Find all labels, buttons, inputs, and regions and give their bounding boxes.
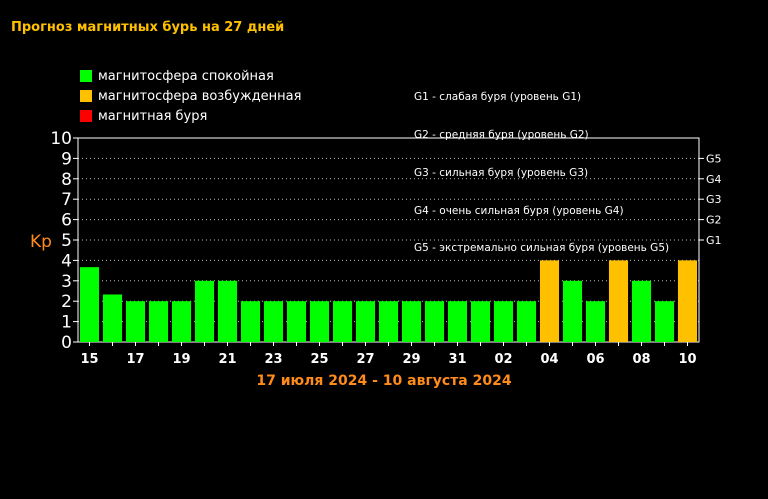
legend-item-storm: магнитная буря [80, 106, 301, 126]
bar-19 [171, 301, 192, 342]
bar-10 [677, 260, 698, 342]
x-tick-label: 29 [402, 352, 420, 367]
right-axis-label-g4: G4 [706, 173, 722, 186]
y-tick-label: 1 [61, 313, 72, 333]
x-tick-label: 31 [448, 352, 466, 367]
bar-21 [217, 280, 238, 342]
bar-29 [401, 301, 422, 342]
bar-26 [332, 301, 353, 342]
bar-23 [263, 301, 284, 342]
status-legend: магнитосфера спокойная магнитосфера возб… [80, 66, 301, 126]
y-axis-label: Kp [30, 232, 52, 252]
bar-20 [194, 280, 215, 342]
chart-date-range: 17 июля 2024 - 10 августа 2024 [256, 373, 512, 389]
x-tick-label: 06 [586, 352, 604, 367]
x-tick-label: 02 [494, 352, 512, 367]
legend-swatch-storm [80, 110, 92, 122]
legend-item-calm: магнитосфера спокойная [80, 66, 301, 86]
y-tick-label: 2 [61, 292, 72, 312]
legend-label-calm: магнитосфера спокойная [98, 68, 274, 84]
legend-label-excited: магнитосфера возбужденная [98, 88, 302, 104]
bar-07 [608, 260, 629, 342]
x-tick-label: 27 [356, 352, 374, 367]
x-tick-label: 19 [172, 352, 190, 367]
x-tick-label: 21 [218, 352, 236, 367]
x-tick-label: 08 [632, 352, 650, 367]
x-tick-label: 15 [80, 352, 98, 367]
y-tick-label: 3 [61, 272, 72, 292]
y-tick-label: 4 [61, 251, 72, 271]
bar-28 [378, 301, 399, 342]
y-tick-label: 9 [61, 149, 72, 169]
bar-25 [309, 301, 330, 342]
x-tick-label: 25 [310, 352, 328, 367]
right-axis-label-g3: G3 [706, 193, 722, 206]
bar-05 [562, 280, 583, 342]
storm-level-g1: G1 - слабая буря (уровень G1) [414, 91, 582, 104]
y-tick-label: 10 [50, 129, 72, 149]
y-tick-label: 6 [61, 211, 72, 231]
bar-18 [148, 301, 169, 342]
legend-swatch-excited [80, 90, 92, 102]
storm-level-g4: G4 - очень сильная буря (уровень G4) [414, 204, 624, 217]
bar-17 [125, 301, 146, 342]
bar-22 [240, 301, 261, 342]
right-axis-label-g2: G2 [706, 214, 722, 227]
storm-level-g3: G3 - сильная буря (уровень G3) [414, 166, 589, 179]
bar-31 [447, 301, 468, 342]
y-tick-label: 8 [61, 170, 72, 190]
y-tick-label: 7 [61, 190, 72, 210]
bar-15 [79, 267, 100, 342]
legend-label-storm: магнитная буря [98, 108, 208, 124]
bar-30 [424, 301, 445, 342]
bar-04 [539, 260, 560, 342]
y-tick-label: 5 [61, 231, 72, 251]
y-tick-label: 0 [61, 333, 72, 353]
bar-16 [102, 294, 123, 342]
bar-24 [286, 301, 307, 342]
bar-03 [516, 301, 537, 342]
bar-01 [470, 301, 491, 342]
bar-02 [493, 301, 514, 342]
bar-06 [585, 301, 606, 342]
x-tick-label: 17 [126, 352, 144, 367]
legend-swatch-calm [80, 70, 92, 82]
x-tick-label: 23 [264, 352, 282, 367]
bar-08 [631, 280, 652, 342]
right-axis-label-g5: G5 [706, 152, 722, 165]
bar-27 [355, 301, 376, 342]
storm-level-legend: G1 - слабая буря (уровень G1) G2 - средн… [414, 66, 669, 268]
page-title: Прогноз магнитных бурь на 27 дней [11, 20, 285, 35]
right-axis-label-g1: G1 [706, 234, 722, 247]
storm-level-g5: G5 - экстремально сильная буря (уровень … [414, 242, 670, 255]
bar-09 [654, 301, 675, 342]
x-tick-label: 04 [540, 352, 558, 367]
x-tick-label: 10 [678, 352, 696, 367]
legend-item-excited: магнитосфера возбужденная [80, 86, 301, 106]
